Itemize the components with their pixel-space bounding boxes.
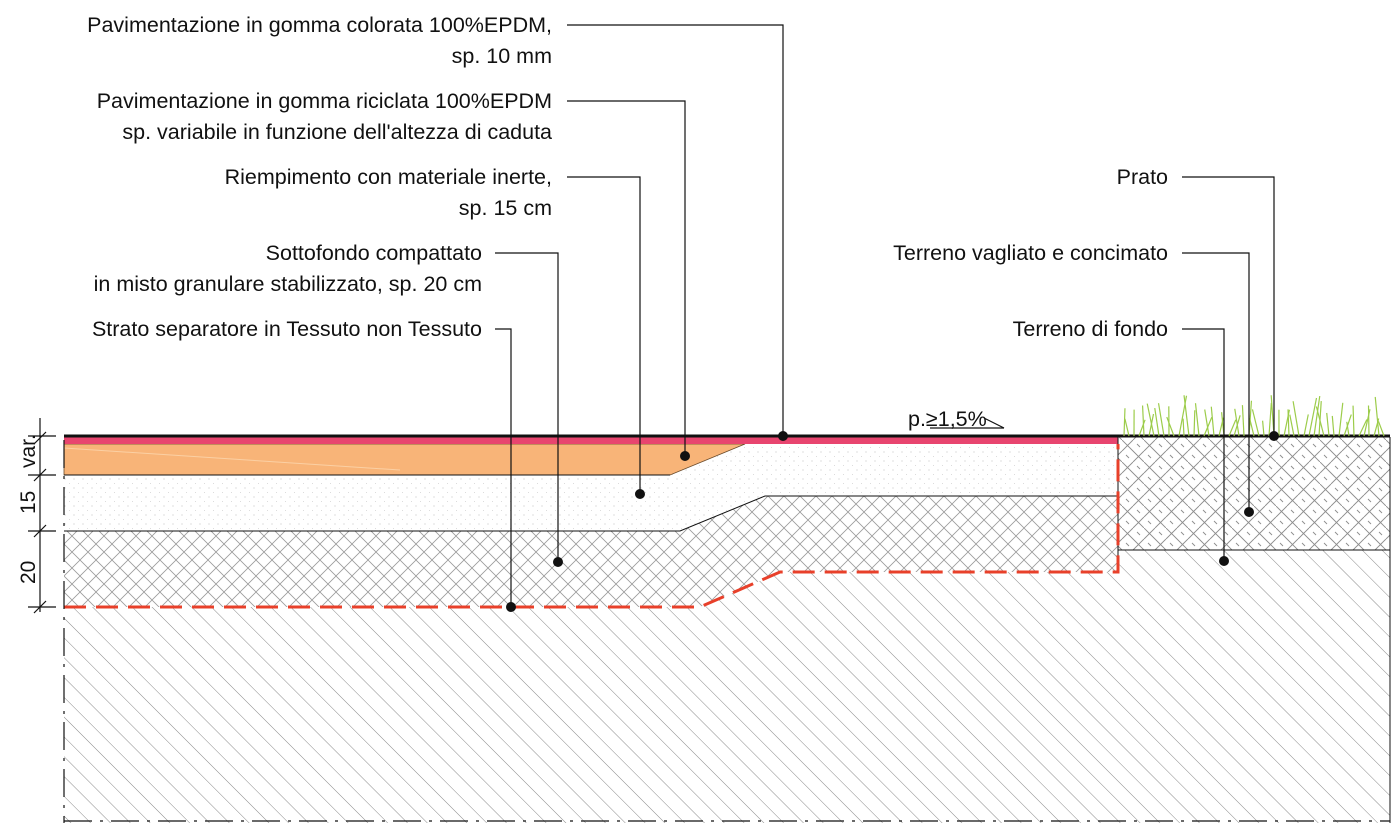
label-inert-fill-2: sp. 15 cm: [459, 196, 552, 220]
grass-blade: [1210, 406, 1215, 437]
label-lawn: Prato: [1117, 165, 1168, 189]
grass-blade: [1166, 416, 1175, 437]
grass-blade: [1228, 419, 1237, 437]
grass-blade: [1261, 420, 1265, 437]
grass-blade: [1138, 419, 1146, 437]
grass-blade: [1182, 418, 1185, 437]
subbase-layer: [64, 496, 1118, 607]
grass-blade: [1287, 409, 1290, 437]
inert-fill-layer: [64, 444, 1118, 531]
grass-blade: [1123, 408, 1126, 437]
grass-blade: [1204, 409, 1210, 437]
grass-blade: [1377, 421, 1385, 437]
separator-fabric-line: [64, 444, 1120, 609]
grass-blade: [1292, 401, 1300, 437]
grass-blade: [1313, 395, 1321, 437]
grass-blade: [1154, 407, 1160, 437]
grass-blade: [1318, 401, 1322, 437]
epdm-recycled-layer: [63, 443, 746, 476]
leader-dot-subbase: [553, 557, 563, 567]
epdm-colored-layer: [64, 437, 1118, 444]
grass-blade: [1374, 396, 1380, 437]
grass-blade: [1241, 405, 1245, 437]
subsoil-layer: [64, 550, 1390, 823]
slope-arrow-icon: [983, 417, 1005, 429]
grass-blade: [1303, 414, 1309, 437]
leader-dot-separator: [506, 602, 516, 612]
leader-dot-subsoil: [1219, 556, 1229, 566]
grass-tufts: [1123, 395, 1385, 437]
grass-blade: [1352, 405, 1355, 437]
grass-blade: [1331, 415, 1335, 437]
grass-blade: [1141, 405, 1145, 437]
label-epdm-recycled-1: Pavimentazione in gomma riciclata 100%EP…: [97, 89, 552, 113]
label-subsoil: Terreno di fondo: [1013, 317, 1168, 341]
grass-blade: [1289, 414, 1295, 437]
grass-blade: [1157, 403, 1165, 437]
grass-blade: [1346, 421, 1350, 437]
grass-blade: [1315, 406, 1325, 437]
grass-blade: [1268, 402, 1272, 437]
label-epdm-recycled-2: sp. variabile in funzione dell'altezza d…: [122, 120, 552, 144]
grass-blade: [1193, 410, 1196, 437]
label-subbase-2: in misto granulare stabilizzato, sp. 20 …: [94, 272, 482, 296]
label-epdm-colored-2: sp. 10 mm: [452, 44, 552, 68]
dimension-line: [28, 418, 56, 614]
leader-dot-epdm-colored: [778, 431, 788, 441]
label-epdm-colored-1: Pavimentazione in gomma colorata 100%EPD…: [87, 13, 552, 37]
grass-blade: [1358, 419, 1368, 437]
grass-blade: [1248, 418, 1255, 437]
grass-blade: [1338, 402, 1344, 437]
leader-dot-lawn: [1269, 431, 1279, 441]
label-topsoil: Terreno vagliato e concimato: [893, 241, 1168, 265]
grass-blade: [1251, 409, 1260, 437]
dim-15: 15: [17, 491, 40, 514]
topsoil-layer: [1118, 437, 1390, 550]
leader-dot-inert-fill: [635, 489, 645, 499]
grass-blade: [1146, 403, 1155, 437]
dim-var: var.: [17, 434, 40, 468]
grass-blade: [1234, 408, 1240, 437]
grass-blade: [1326, 412, 1330, 437]
grass-blade: [1183, 395, 1190, 437]
slope-label: p.≥1,5%: [908, 407, 987, 431]
grass-blade: [1308, 397, 1318, 437]
leader-dot-topsoil: [1244, 507, 1254, 517]
label-inert-fill-1: Riempimento con materiale inerte,: [225, 165, 552, 189]
grass-blade: [1194, 403, 1200, 437]
dim-20: 20: [17, 561, 40, 584]
leader-dot-epdm-recycled: [680, 451, 690, 461]
label-separator: Strato separatore in Tessuto non Tessuto: [92, 317, 482, 341]
label-subbase-1: Sottofondo compattato: [266, 241, 482, 265]
grass-blade: [1124, 418, 1130, 437]
